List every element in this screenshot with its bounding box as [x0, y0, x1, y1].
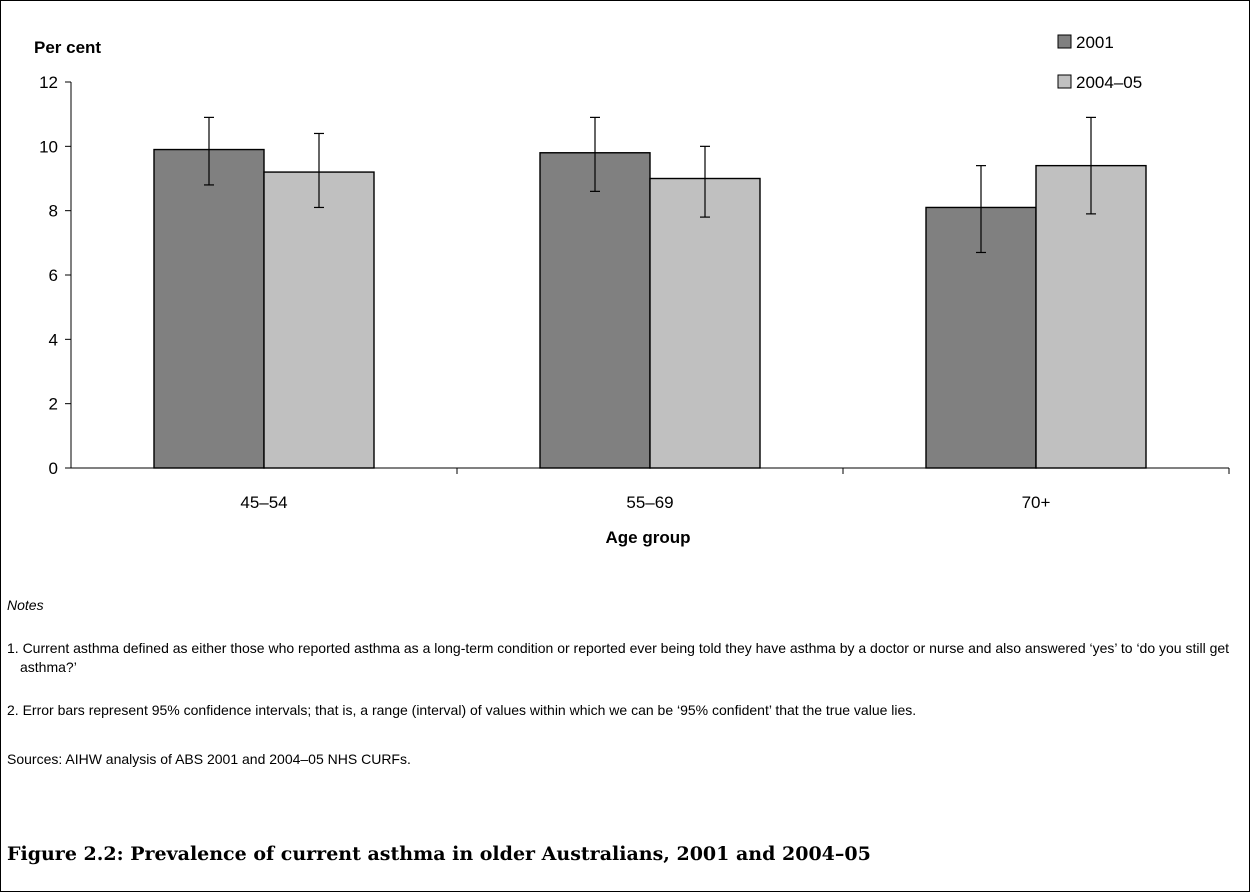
notes-heading: Notes	[7, 597, 44, 613]
x-tick-label: 70+	[1022, 493, 1051, 512]
y-tick-label: 10	[39, 137, 58, 156]
legend-label: 2004–05	[1076, 73, 1142, 92]
y-tick-label: 8	[49, 202, 58, 221]
note-2: 2. Error bars represent 95% confidence i…	[7, 702, 917, 718]
bar-2004–05-70+	[1035, 164, 1147, 469]
y-axis-title: Per cent	[34, 38, 101, 57]
bar-2001-55–69	[539, 152, 651, 469]
bar-2004–05-55–69	[649, 177, 761, 469]
y-tick-label: 0	[49, 459, 58, 478]
x-axis-title: Age group	[606, 528, 691, 547]
bar-chart: Per cent Age group 0 2 4 6 8 10 12 45–54 55–69 70…	[34, 33, 1230, 547]
y-tick-label: 2	[49, 395, 58, 414]
y-tick-label: 4	[49, 330, 58, 349]
bar-2001-45–54	[153, 148, 265, 469]
note-1: 1. Current asthma defined as either thos…	[7, 640, 1230, 675]
legend-swatch	[1057, 34, 1072, 49]
figure-caption: Figure 2.2: Prevalence of current asthma…	[7, 843, 871, 865]
bar-2004–05-45–54	[263, 171, 375, 469]
y-tick-label: 12	[39, 73, 58, 92]
y-tick-label: 6	[49, 266, 58, 285]
x-tick-label: 45–54	[240, 493, 287, 512]
legend: 2001 2004–05	[1057, 33, 1142, 92]
legend-swatch	[1057, 74, 1072, 89]
plot-area: 0 2 4 6 8 10 12 45–54 55–69 70+	[39, 73, 1230, 512]
legend-label: 2001	[1076, 33, 1114, 52]
sources-text: Sources: AIHW analysis of ABS 2001 and 2…	[7, 751, 411, 767]
x-tick-label: 55–69	[626, 493, 673, 512]
